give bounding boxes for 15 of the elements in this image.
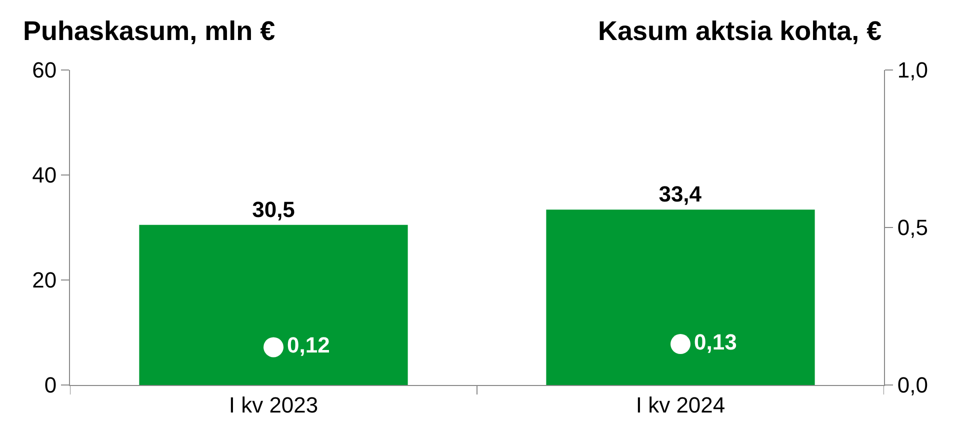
y2-tick-label: 1,0 xyxy=(897,58,928,83)
data-label: 0,12 xyxy=(287,332,330,358)
y-tick-label: 60 xyxy=(32,58,57,83)
y2-axis-title: Kasum aktsia kohta, € xyxy=(598,16,882,46)
data-label: 0,13 xyxy=(694,330,737,355)
y-axis-title: Puhaskasum, mln € xyxy=(23,16,276,46)
y-tick-label: 20 xyxy=(32,268,57,293)
y2-tick-label: 0,5 xyxy=(897,215,928,240)
x-tick-label: I kv 2024 xyxy=(636,392,726,418)
data-label: 30,5 xyxy=(252,196,295,222)
y-tick-label: 40 xyxy=(32,162,57,188)
y2-tick-label: 0,0 xyxy=(897,372,928,398)
data-label: 33,4 xyxy=(658,182,702,207)
y-tick-label: 0 xyxy=(44,372,57,398)
x-tick-label: I kv 2023 xyxy=(228,392,318,418)
